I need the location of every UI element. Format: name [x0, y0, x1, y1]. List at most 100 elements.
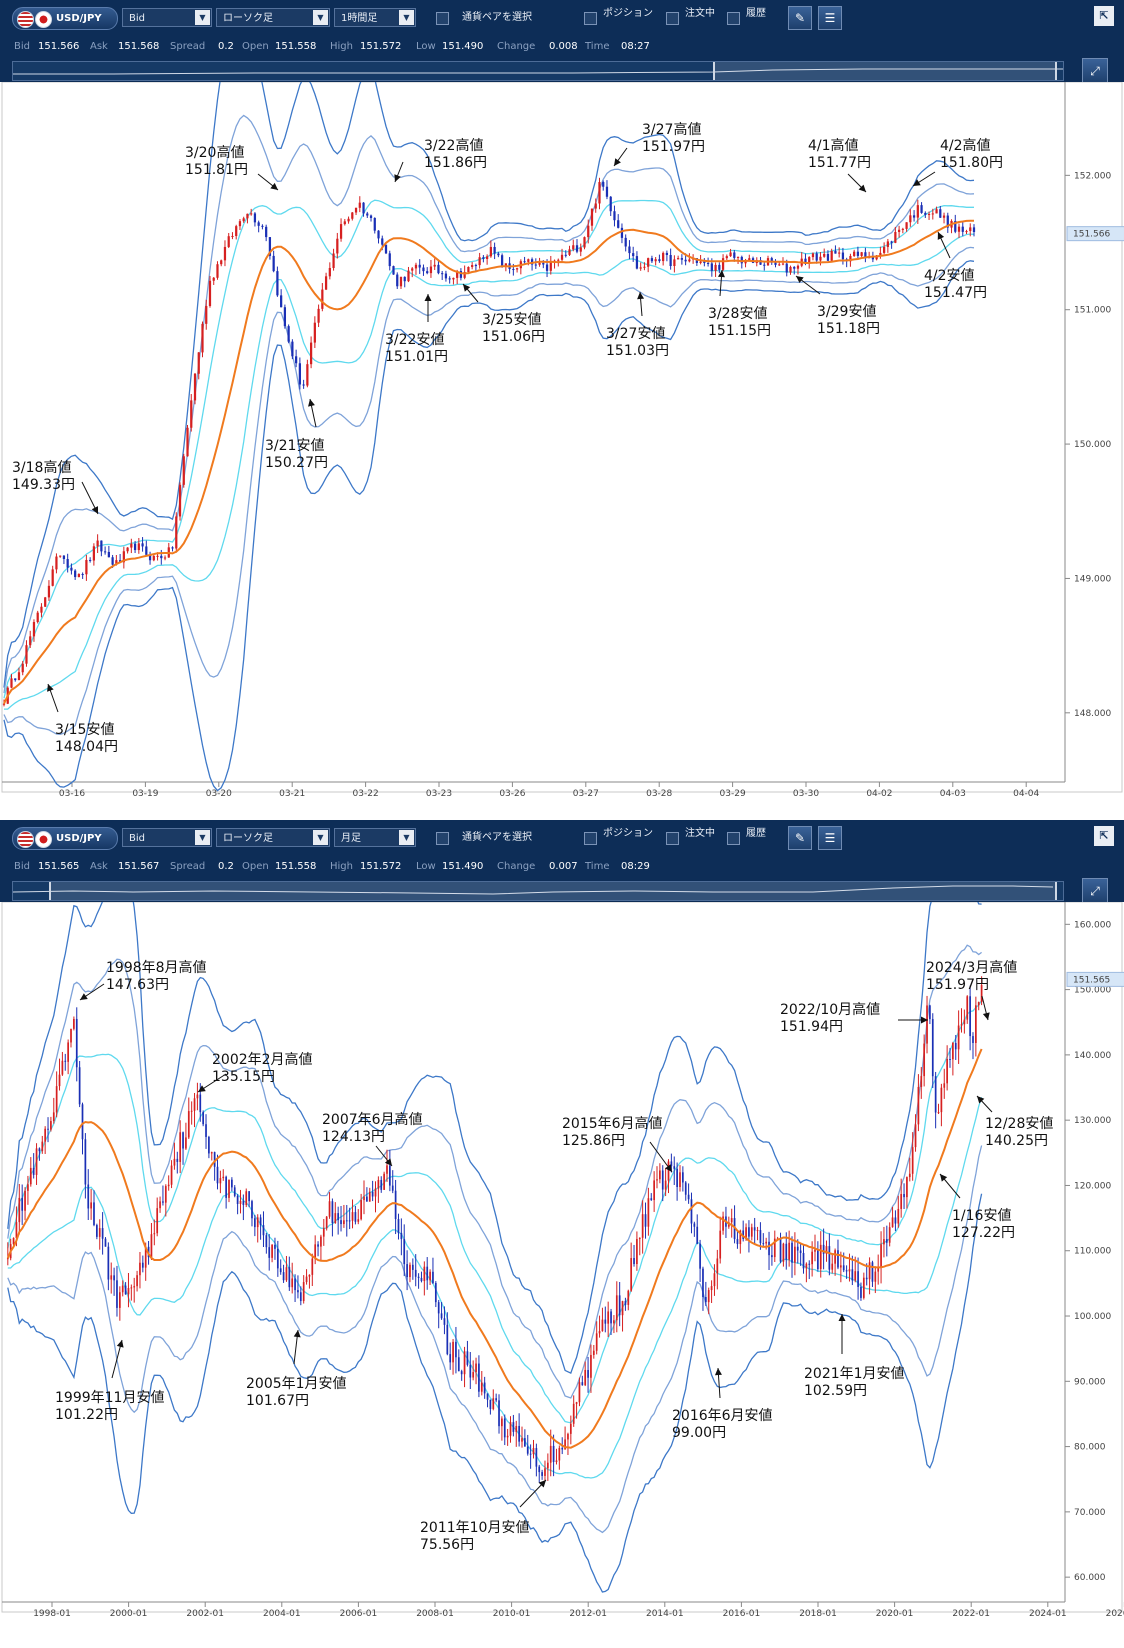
candle-body — [555, 1460, 558, 1463]
candle-body — [891, 1217, 894, 1228]
symbol-button[interactable]: USD/JPY — [12, 7, 118, 30]
candle-body — [796, 1246, 799, 1251]
candle-body — [703, 261, 706, 263]
candle-body — [111, 557, 114, 565]
candle-body — [423, 1266, 426, 1282]
candle-body — [602, 182, 605, 187]
us-flag-icon — [17, 11, 34, 28]
candle-body — [193, 1098, 196, 1111]
navigator-expand-button[interactable]: ⤢ — [1082, 878, 1108, 904]
timeframe-select[interactable]: 1時間足 ▼ — [334, 8, 416, 27]
navigator-window[interactable] — [713, 62, 1057, 80]
candle-body — [541, 1472, 543, 1476]
chart-type-select[interactable]: ローソク足 ▼ — [216, 8, 330, 27]
annotation-label: 2021年1月安値 — [804, 1366, 905, 1382]
symbol-button[interactable]: USD/JPY — [12, 827, 118, 850]
order-checkbox[interactable] — [666, 832, 679, 845]
pair-select-checkbox[interactable] — [436, 12, 449, 25]
candle-body — [225, 1176, 227, 1198]
candle-body — [386, 1165, 388, 1174]
candle-body — [190, 400, 193, 428]
candle-body — [647, 258, 650, 267]
candle-body — [799, 1250, 802, 1254]
candle-body — [265, 1235, 268, 1248]
price-type-select[interactable]: Bid ▼ — [122, 8, 212, 27]
bid-label: Bid — [14, 861, 30, 872]
settings-panel-button[interactable]: ☰ — [818, 826, 842, 850]
candle-body — [261, 225, 264, 227]
pair-select-checkbox[interactable] — [436, 832, 449, 845]
navigator-track[interactable] — [12, 61, 1064, 81]
order-label: 注文中 — [685, 828, 715, 839]
annotation-label: 3/21安値 — [265, 438, 324, 454]
candle-body — [156, 555, 159, 557]
candle-body — [774, 262, 777, 265]
candle-body — [957, 226, 961, 232]
candle-body — [322, 1228, 325, 1237]
candle-body — [236, 1195, 239, 1204]
candle-body — [171, 547, 174, 549]
candle-body — [868, 1262, 871, 1280]
candle-body — [673, 1166, 676, 1169]
candle-body — [942, 215, 946, 218]
candle-body — [366, 213, 369, 216]
candle-body — [64, 1060, 67, 1062]
candle-body — [320, 1236, 322, 1247]
x-tick-label: 1998-01 — [33, 1609, 71, 1619]
navigator-expand-button[interactable]: ⤢ — [1082, 58, 1108, 84]
candle-body — [193, 373, 197, 401]
draw-tool-button[interactable]: ✎ — [788, 826, 812, 850]
candle-body — [883, 1239, 885, 1245]
candle-body — [357, 1219, 360, 1222]
candle-body — [302, 384, 305, 386]
candle-body — [110, 1275, 113, 1280]
annotation-arrowhead — [637, 292, 645, 300]
candle-body — [920, 205, 923, 213]
annotation-value: 150.27円 — [265, 455, 328, 471]
position-checkbox[interactable] — [584, 12, 597, 25]
candle-body — [628, 246, 631, 254]
monthly-candle-chart[interactable]: 160.000 150.000 140.000 130.000 120.000 110.0… — [0, 855, 1124, 1622]
candle-body — [601, 1319, 604, 1332]
candle-body — [463, 271, 466, 278]
candle-body — [440, 1313, 443, 1319]
order-checkbox[interactable] — [666, 12, 679, 25]
candle-body — [552, 1445, 555, 1463]
candle-body — [77, 574, 81, 578]
x-tick-label: 03-22 — [353, 789, 379, 799]
candle-body — [182, 456, 185, 485]
candle-body — [373, 217, 376, 231]
chevron-down-icon: ▼ — [313, 10, 328, 25]
position-checkbox[interactable] — [584, 832, 597, 845]
annotation-arrowhead — [198, 1085, 206, 1092]
navigator-track[interactable] — [12, 881, 1064, 901]
candle-body — [632, 253, 635, 257]
candle-body — [745, 1227, 747, 1239]
collapse-button[interactable]: ⇱ — [1094, 826, 1114, 846]
candle-body — [305, 1276, 308, 1283]
draw-tool-button[interactable]: ✎ — [788, 6, 812, 30]
candle-body — [939, 209, 942, 218]
history-checkbox[interactable] — [727, 832, 740, 845]
candle-body — [885, 1239, 888, 1243]
price-type-select[interactable]: Bid ▼ — [122, 828, 212, 847]
navigator-window[interactable] — [49, 882, 1057, 900]
chart-type-select[interactable]: ローソク足 ▼ — [216, 828, 330, 847]
candle-body — [771, 1255, 773, 1258]
candle-body — [50, 1121, 52, 1130]
annotation-arrowhead — [384, 1158, 392, 1166]
upper-band-2 — [3, 114, 975, 694]
candle-body — [334, 1213, 337, 1224]
candle-body — [837, 1250, 839, 1268]
candle-body — [699, 1243, 701, 1269]
candle-body — [848, 1269, 851, 1272]
hourly-candle-chart[interactable]: 152.000 151.000 150.000 149.000 148.000 03-16… — [0, 2, 1124, 802]
candle-body — [613, 1320, 615, 1324]
collapse-button[interactable]: ⇱ — [1094, 6, 1114, 26]
settings-panel-button[interactable]: ☰ — [818, 6, 842, 30]
candle-body — [87, 1184, 90, 1209]
candle-body — [10, 678, 13, 688]
history-checkbox[interactable] — [727, 12, 740, 25]
annotation-label: 4/2安値 — [924, 268, 975, 284]
timeframe-select[interactable]: 月足 ▼ — [334, 828, 416, 847]
